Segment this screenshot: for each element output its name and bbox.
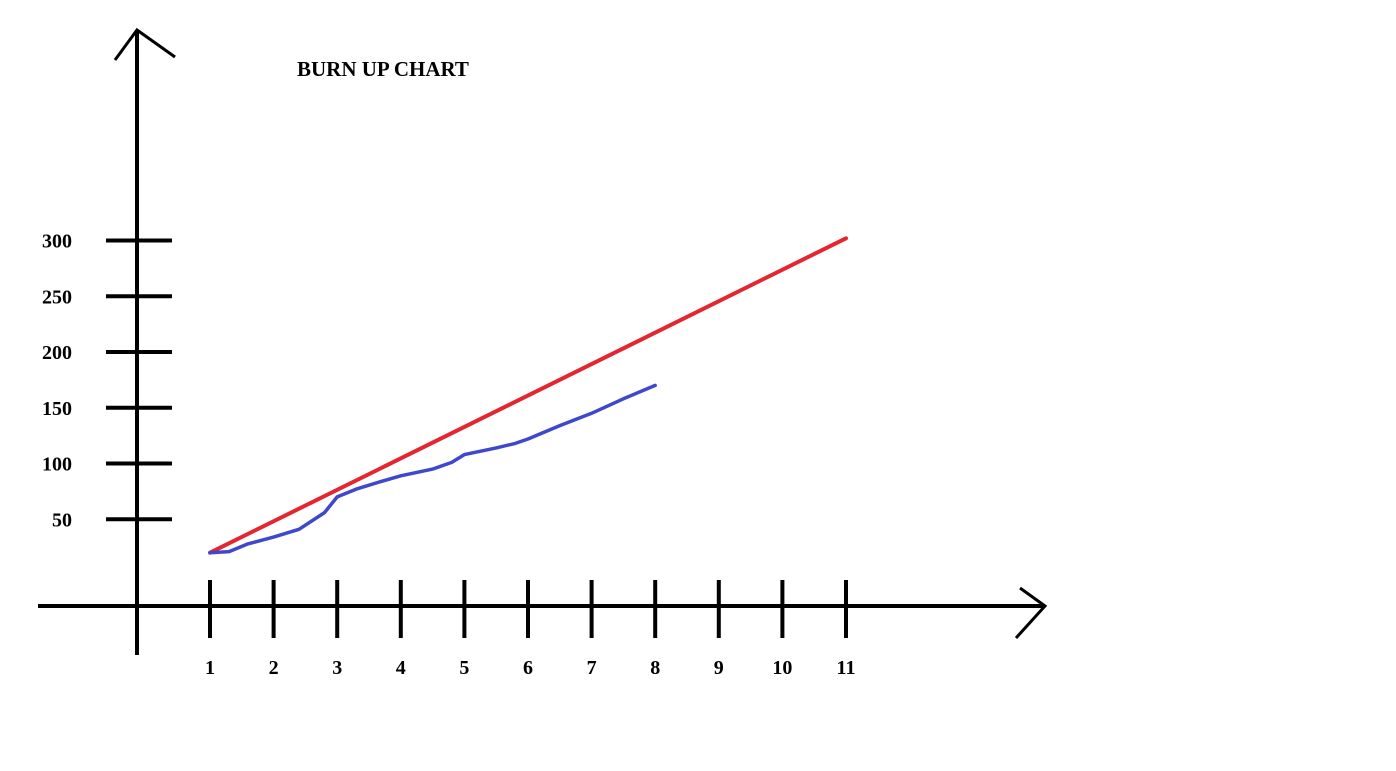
x-ticks: 1 2 3 4 5 6 7 8 9 10 11	[205, 580, 855, 679]
x-tick-label: 2	[269, 657, 279, 679]
y-tick-label: 150	[42, 398, 72, 420]
x-tick-label: 4	[396, 657, 406, 679]
x-tick-label: 10	[772, 657, 792, 679]
y-tick-label: 250	[42, 286, 72, 308]
series-layer	[208, 236, 848, 555]
x-axis-arrowhead	[1014, 586, 1048, 640]
series-line-2	[208, 383, 657, 555]
x-axis	[38, 586, 1048, 640]
y-tick-label: 50	[52, 509, 72, 531]
y-axis	[113, 27, 176, 655]
x-tick-label: 7	[587, 657, 597, 679]
x-tick-label: 3	[332, 657, 342, 679]
y-axis-arrowhead	[113, 27, 176, 61]
x-tick-label: 5	[459, 657, 469, 679]
x-tick-label: 8	[650, 657, 660, 679]
chart-title: BURN UP CHART	[297, 57, 469, 81]
x-tick-label: 11	[837, 657, 856, 679]
x-tick-label: 6	[523, 657, 533, 679]
series-line-1	[208, 236, 848, 555]
y-tick-label: 100	[42, 454, 72, 476]
y-tick-label: 300	[42, 231, 72, 253]
x-tick-label: 9	[714, 657, 724, 679]
y-ticks: 50 100 150 200 250 300	[42, 231, 172, 531]
x-tick-label: 1	[205, 657, 215, 679]
y-tick-label: 200	[42, 342, 72, 364]
